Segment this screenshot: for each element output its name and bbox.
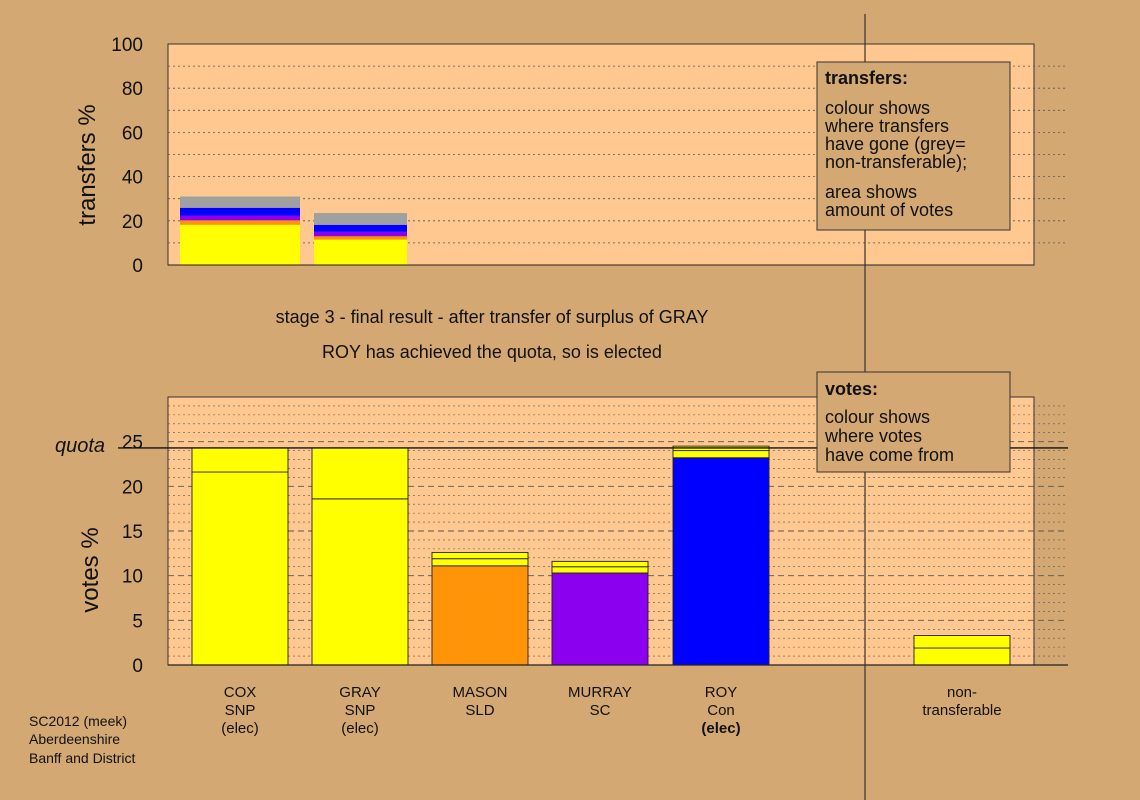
candidate-label: Con bbox=[707, 702, 735, 719]
footer-line: SC2012 (meek) bbox=[29, 713, 127, 729]
transfer-segment bbox=[314, 236, 407, 240]
transfers-tick-label: 40 bbox=[122, 168, 143, 189]
candidate-label: SC bbox=[590, 702, 611, 719]
candidate-label: GRAY bbox=[339, 684, 380, 701]
footer-line: Banff and District bbox=[29, 750, 135, 766]
transfers-legend-line: have gone (grey= bbox=[825, 134, 966, 154]
candidate-label: SLD bbox=[465, 702, 494, 719]
transfers-tick-label: 20 bbox=[122, 212, 143, 233]
transfer-segment bbox=[180, 207, 300, 216]
candidate-label: MURRAY bbox=[568, 684, 632, 701]
candidate-label: (elec) bbox=[701, 720, 740, 737]
transfers-legend-line: non-transferable); bbox=[825, 152, 967, 172]
votes-tick-label: 15 bbox=[122, 522, 143, 543]
vote-segment bbox=[311, 447, 409, 500]
vote-segment bbox=[551, 560, 649, 568]
candidate-label: (elec) bbox=[221, 720, 259, 737]
transfers-legend: transfers: colour shows where transfers … bbox=[816, 61, 1011, 231]
votes-legend: votes: colour shows where votes have com… bbox=[816, 371, 1011, 473]
transfers-legend-line: colour shows bbox=[825, 98, 930, 118]
votes-legend-line: colour shows bbox=[825, 407, 930, 427]
transfer-segment bbox=[314, 239, 407, 265]
candidate-label: SNP bbox=[345, 702, 376, 719]
quota-label: quota bbox=[55, 435, 105, 457]
votes-tick-label: 20 bbox=[122, 477, 143, 498]
transfer-segment bbox=[314, 224, 407, 232]
transfers-tick-label: 60 bbox=[122, 123, 143, 144]
transfers-legend-title: transfers: bbox=[825, 68, 908, 88]
vote-segment bbox=[431, 551, 529, 560]
vote-segment bbox=[551, 566, 649, 574]
votes-tick-label: 25 bbox=[122, 433, 143, 454]
votes-legend-line: where votes bbox=[824, 426, 922, 446]
votes-axis-label: votes % bbox=[77, 527, 104, 612]
candidate-label: SNP bbox=[225, 702, 256, 719]
transfers-axis-label: transfers % bbox=[74, 104, 101, 225]
candidate-label: MASON bbox=[452, 684, 507, 701]
vote-segment bbox=[672, 450, 770, 459]
stage-caption: stage 3 - final result - after transfer … bbox=[276, 307, 709, 327]
transfer-segment bbox=[180, 196, 300, 208]
vote-segment bbox=[311, 498, 409, 666]
transfers-legend-line: amount of votes bbox=[825, 200, 953, 220]
transfers-legend-line: where transfers bbox=[824, 116, 949, 136]
votes-legend-line: have come from bbox=[825, 445, 954, 465]
votes-legend-title: votes: bbox=[825, 379, 878, 399]
transfer-segment bbox=[180, 220, 300, 225]
transfer-segment bbox=[180, 215, 300, 221]
transfers-tick-label: 100 bbox=[111, 35, 143, 56]
candidate-label: (elec) bbox=[341, 720, 379, 737]
transfers-tick-label: 80 bbox=[122, 79, 143, 100]
result-caption: ROY has achieved the quota, so is electe… bbox=[322, 342, 662, 362]
votes-tick-label: 10 bbox=[122, 567, 143, 588]
vote-segment bbox=[431, 558, 529, 567]
vote-segment bbox=[551, 572, 649, 666]
transfers-legend-line: area shows bbox=[825, 182, 917, 202]
transfers-tick-label: 0 bbox=[132, 256, 143, 277]
transfer-segment bbox=[180, 224, 300, 265]
vote-segment bbox=[191, 471, 289, 666]
footer-line: Aberdeenshire bbox=[29, 731, 120, 747]
candidate-label: non- bbox=[947, 684, 977, 701]
vote-segment bbox=[913, 635, 1011, 649]
votes-tick-label: 5 bbox=[132, 611, 143, 632]
transfer-segment bbox=[314, 213, 407, 225]
votes-tick-label: 0 bbox=[132, 656, 143, 677]
candidate-label: ROY bbox=[705, 684, 738, 701]
vote-segment bbox=[431, 565, 529, 666]
candidate-label: transferable bbox=[922, 702, 1001, 719]
candidate-label: COX bbox=[224, 684, 257, 701]
vote-segment bbox=[672, 457, 770, 666]
transfer-segment bbox=[314, 231, 407, 237]
vote-segment bbox=[191, 447, 289, 473]
vote-segment bbox=[913, 647, 1011, 666]
